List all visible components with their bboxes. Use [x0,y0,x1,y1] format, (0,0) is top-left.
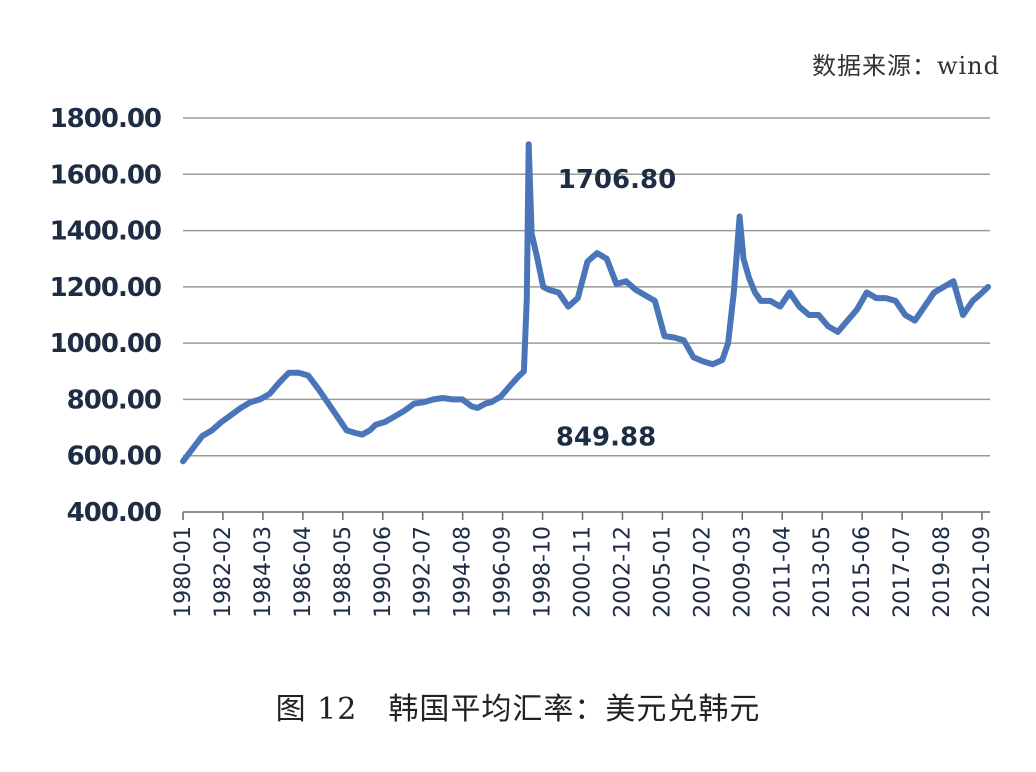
x-tick-label: 1988-05 [331,526,356,618]
x-tick-label: 1984-03 [251,526,276,618]
series-layer [180,141,992,465]
x-tick-label: 1982-02 [211,526,236,618]
annotations: 1706.80 849.88 [556,165,676,452]
gridlines [183,117,990,457]
y-tick-label: 1800.00 [50,104,161,134]
x-tick-label: 1980-01 [171,526,196,618]
data-label: 1706.80 [558,165,676,195]
x-tick-labels: 1980-01 1982-02 1984-03 1986-04 1988-05 1990-… [171,526,995,618]
x-axis [182,511,990,520]
x-tick-label: 2000-11 [571,526,596,618]
y-tick-labels: 400.00 600.00 800.00 1000.00 1200.00 1400.00 1… [50,104,162,528]
y-tick-label: 1600.00 [50,160,161,190]
x-tick-label: 2015-06 [850,526,875,618]
data-source-note: 数据来源：wind [811,52,1000,80]
figure-caption: 图 12 韩国平均汇率：美元兑韩元 [275,692,761,727]
x-tick-label: 2019-08 [930,526,955,618]
x-tick-label: 2002-12 [610,526,635,618]
data-label: 849.88 [556,422,656,452]
y-tick-label: 400.00 [67,498,161,528]
exchange-rate-line-chart: 400.00 600.00 800.00 1000.00 1200.00 1400.00 1… [50,104,995,618]
y-tick-label: 600.00 [67,442,161,472]
x-tick-label: 1990-06 [371,526,396,618]
x-tick-label: 1994-08 [451,526,476,618]
y-tick-label: 1400.00 [50,217,161,247]
x-tick-label: 2005-01 [650,526,675,618]
y-tick-label: 1200.00 [50,273,161,303]
x-tick-label: 2017-07 [890,526,915,618]
x-tick-label: 2021-09 [970,526,995,618]
y-tick-label: 1000.00 [50,329,161,359]
y-tick-label: 800.00 [67,385,161,415]
x-tick-label: 2009-03 [730,526,755,618]
series-line [180,141,992,465]
x-tick-label: 1996-09 [491,526,516,618]
x-tick-label: 2013-05 [810,526,835,618]
x-tick-label: 1992-07 [411,526,436,618]
x-tick-label: 1986-04 [291,526,316,618]
x-tick-label: 2011-04 [770,526,795,618]
x-tick-label: 1998-10 [531,526,556,618]
x-tick-label: 2007-02 [690,526,715,618]
